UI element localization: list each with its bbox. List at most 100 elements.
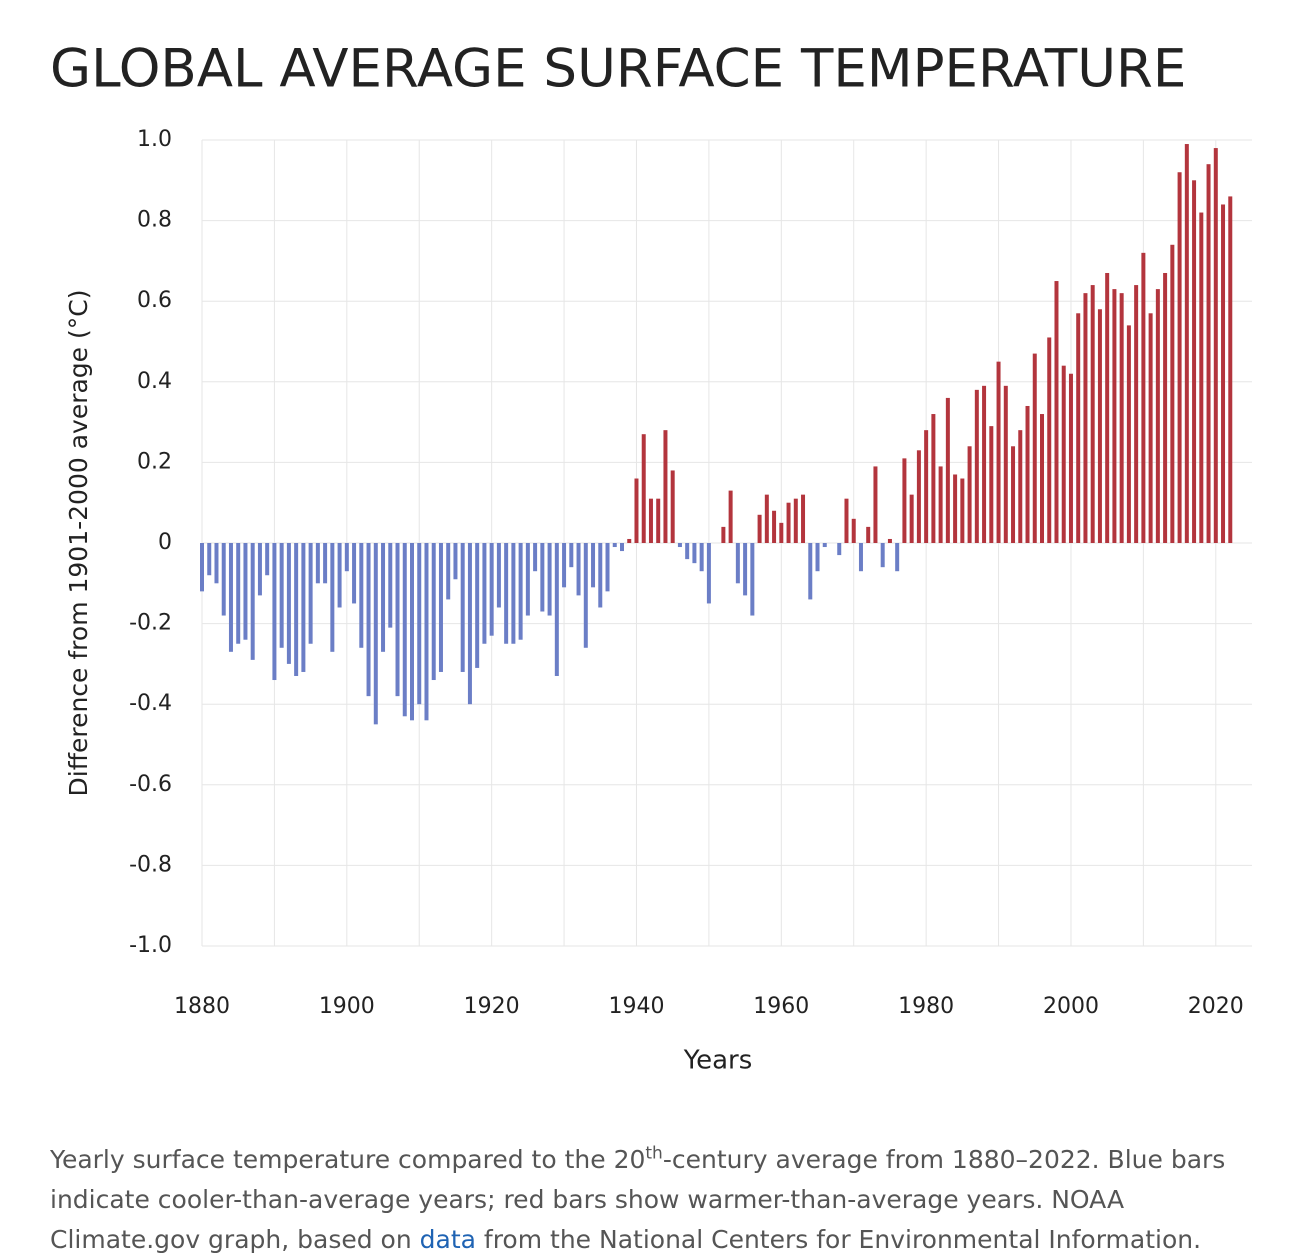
bar xyxy=(1213,148,1218,543)
bar xyxy=(286,543,291,664)
bar xyxy=(938,466,943,543)
bar xyxy=(583,543,588,648)
bar xyxy=(576,543,581,596)
bar xyxy=(1076,313,1081,543)
bar xyxy=(1177,172,1182,544)
bar xyxy=(786,502,791,543)
bar xyxy=(221,543,226,616)
bar xyxy=(1011,446,1016,543)
bar xyxy=(518,543,523,640)
bar xyxy=(381,543,386,652)
bar xyxy=(692,543,697,564)
bar xyxy=(851,518,856,543)
bar xyxy=(699,543,704,572)
bar xyxy=(764,494,769,543)
bar xyxy=(931,414,936,543)
x-tick-label: 2020 xyxy=(1188,994,1244,1019)
bar xyxy=(815,543,820,572)
bar xyxy=(1170,244,1175,543)
bar xyxy=(887,538,892,543)
bar xyxy=(482,543,487,644)
bar xyxy=(1061,365,1066,543)
bar xyxy=(757,514,762,543)
bar xyxy=(916,450,921,543)
y-tick-label: 1.0 xyxy=(137,127,172,152)
bar xyxy=(417,543,422,705)
x-tick-label: 1980 xyxy=(898,994,954,1019)
y-axis-label: Difference from 1901-2000 average (°C) xyxy=(64,290,93,797)
bar xyxy=(982,385,987,543)
bar xyxy=(844,498,849,543)
bar xyxy=(525,543,530,616)
bar xyxy=(706,543,711,604)
bar xyxy=(323,543,328,584)
bar xyxy=(837,543,842,556)
bar xyxy=(504,543,509,644)
x-axis-label: Years xyxy=(683,1046,753,1076)
bar xyxy=(1025,405,1030,543)
bar xyxy=(1083,293,1088,543)
bar xyxy=(945,397,950,543)
caption: Yearly surface temperature compared to t… xyxy=(50,1140,1270,1260)
bar xyxy=(873,466,878,543)
bar xyxy=(612,543,617,548)
bar xyxy=(960,478,965,543)
bar xyxy=(620,543,624,552)
y-tick-label: -0.8 xyxy=(129,852,172,877)
bar xyxy=(793,498,798,543)
bar xyxy=(1068,373,1073,543)
bar xyxy=(496,543,501,608)
bar xyxy=(265,543,270,576)
bar xyxy=(634,478,639,543)
bar xyxy=(200,543,204,592)
bar xyxy=(1119,293,1124,543)
x-tick-label: 2000 xyxy=(1043,994,1099,1019)
bar xyxy=(1134,285,1139,543)
y-tick-label: 0.4 xyxy=(137,369,172,394)
bar xyxy=(1112,289,1117,543)
bar xyxy=(743,543,748,596)
bar xyxy=(243,543,248,640)
bar xyxy=(366,543,371,697)
bar xyxy=(1141,252,1146,543)
bar xyxy=(294,543,299,676)
bar xyxy=(1003,385,1008,543)
bar xyxy=(967,446,972,543)
bar xyxy=(880,543,885,568)
bar xyxy=(1047,337,1052,543)
bar xyxy=(808,543,813,600)
bar xyxy=(453,543,458,580)
x-tick-label: 1900 xyxy=(319,994,375,1019)
bar xyxy=(735,543,740,584)
bar xyxy=(315,543,320,584)
bar xyxy=(1206,164,1211,543)
y-tick-label: 0.8 xyxy=(137,208,172,233)
x-tick-label: 1920 xyxy=(464,994,520,1019)
bar xyxy=(569,543,574,568)
bar xyxy=(257,543,262,596)
bar xyxy=(547,543,552,616)
bar xyxy=(1221,204,1226,544)
bar xyxy=(866,526,871,543)
bar xyxy=(511,543,516,644)
bar xyxy=(996,361,1001,543)
y-tick-label: 0.2 xyxy=(137,449,172,474)
y-tick-label: 0.6 xyxy=(137,288,172,313)
bar xyxy=(1040,414,1044,543)
bar xyxy=(909,494,914,543)
bar xyxy=(214,543,219,584)
bar xyxy=(1097,309,1102,543)
x-tick-label: 1880 xyxy=(174,994,230,1019)
data-link[interactable]: data xyxy=(419,1225,476,1254)
bar xyxy=(344,543,349,572)
bar xyxy=(728,490,733,543)
bar xyxy=(1090,285,1095,543)
bar xyxy=(410,543,414,721)
bar xyxy=(301,543,306,672)
bar xyxy=(677,543,682,548)
y-tick-label: -0.6 xyxy=(129,772,172,797)
bar xyxy=(641,434,646,543)
bar xyxy=(308,543,313,644)
bar xyxy=(1032,353,1037,543)
caption-sup: th xyxy=(645,1143,663,1164)
